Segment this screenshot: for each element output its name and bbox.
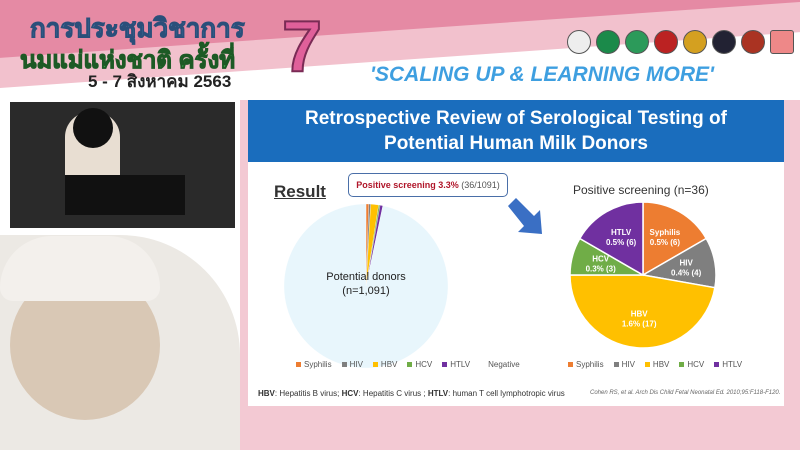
footnote-hbv-abbr: HBV	[258, 389, 275, 398]
logo-icon	[625, 30, 649, 54]
slice-label: HTLV	[611, 228, 632, 237]
logo-icon	[567, 30, 591, 54]
slice-value-label: 0.4% (4)	[671, 268, 702, 277]
legend-item-htlv: HTLV	[714, 360, 742, 369]
slice-label: Syphilis	[650, 228, 681, 237]
slice-value-label: 0.5% (6)	[606, 238, 637, 247]
callout-count: (36/1091)	[458, 180, 500, 190]
slice-value-label: 0.5% (6)	[650, 238, 681, 247]
slide-header: Retrospective Review of Serological Test…	[248, 100, 784, 162]
conference-subtitle: นมแม่แห่งชาติ ครั้งที่	[19, 47, 236, 75]
child-hat	[0, 236, 160, 301]
slice-label: HIV	[679, 258, 693, 267]
conference-title: การประชุมวิชาการ	[30, 13, 246, 44]
pie-slice-negative	[283, 203, 449, 369]
footnote-hcv-abbr: HCV	[341, 389, 359, 398]
conference-banner: การประชุมวิชาการ นมแม่แห่งชาติ ครั้งที่ …	[0, 0, 800, 100]
footnote-hcv: : Hepatitis C virus ;	[358, 389, 428, 398]
slice-label: HBV	[631, 310, 649, 319]
arrow-icon	[508, 198, 542, 234]
sponsor-logos	[567, 30, 794, 54]
edition-number: 7	[281, 6, 323, 88]
logo-icon	[770, 30, 794, 54]
logo-icon	[596, 30, 620, 54]
footnote-htlv-abbr: HTLV	[427, 389, 449, 398]
legend-item-hiv: HIV	[341, 360, 363, 369]
pie-slice-syphilis	[642, 201, 708, 277]
left-pie-center-label: Potential donors	[326, 271, 406, 283]
slide-title-line2: Potential Human Milk Donors	[384, 133, 648, 154]
positive-screening-callout: Positive screening 3.3% (36/1091)	[348, 173, 508, 197]
logo-icon	[712, 30, 736, 54]
slogan: 'SCALING UP & LEARNING MORE'	[370, 63, 715, 86]
legend-item-hbv: HBV	[372, 360, 397, 369]
conference-dates: 5 - 7 สิงหาคม 2563	[88, 72, 232, 91]
presentation-slide: Retrospective Review of Serological Test…	[248, 100, 784, 406]
slice-value-label: 1.6% (17)	[622, 320, 657, 329]
pie-slice-hbv	[569, 274, 716, 349]
right-pie-legend: Syphilis HIV HBV HCV HTLV	[568, 360, 742, 369]
footnote-hbv: : Hepatitis B virus;	[274, 389, 342, 398]
footnote-htlv: : human T cell lymphotropic virus	[448, 389, 565, 398]
legend-item-hcv: HCV	[407, 360, 432, 369]
left-pie-center-sublabel: (n=1,091)	[342, 285, 389, 297]
legend-item-negative: Negative	[488, 360, 520, 369]
slice-value-label: 0.3% (3)	[586, 265, 617, 274]
legend-item-hiv: HIV	[613, 360, 635, 369]
callout-highlight: Positive screening 3.3%	[356, 180, 459, 190]
logo-icon	[741, 30, 765, 54]
legend-item-syphilis: Syphilis	[568, 360, 604, 369]
right-pie-title: Positive screening (n=36)	[573, 183, 709, 197]
logo-icon	[654, 30, 678, 54]
legend-item-syphilis: Syphilis	[296, 360, 332, 369]
logo-icon	[683, 30, 707, 54]
result-label: Result	[274, 182, 326, 201]
legend-item-hcv: HCV	[679, 360, 704, 369]
slide-title: Retrospective Review of Serological Test…	[305, 108, 727, 129]
legend-item-hbv: HBV	[644, 360, 669, 369]
presenter-hair	[73, 108, 113, 148]
slice-label: HCV	[592, 255, 610, 264]
footnote: HBV: Hepatitis B virus; HCV: Hepatitis C…	[258, 389, 565, 398]
legend-item-htlv: HTLV	[442, 360, 470, 369]
left-pie-legend: Syphilis HIV HBV HCV HTLV Negative	[296, 360, 520, 369]
citation: Cohen RS, et al. Arch Dis Child Fetal Ne…	[590, 390, 781, 396]
pie-slice-htlv	[578, 201, 644, 277]
podium	[65, 175, 185, 215]
